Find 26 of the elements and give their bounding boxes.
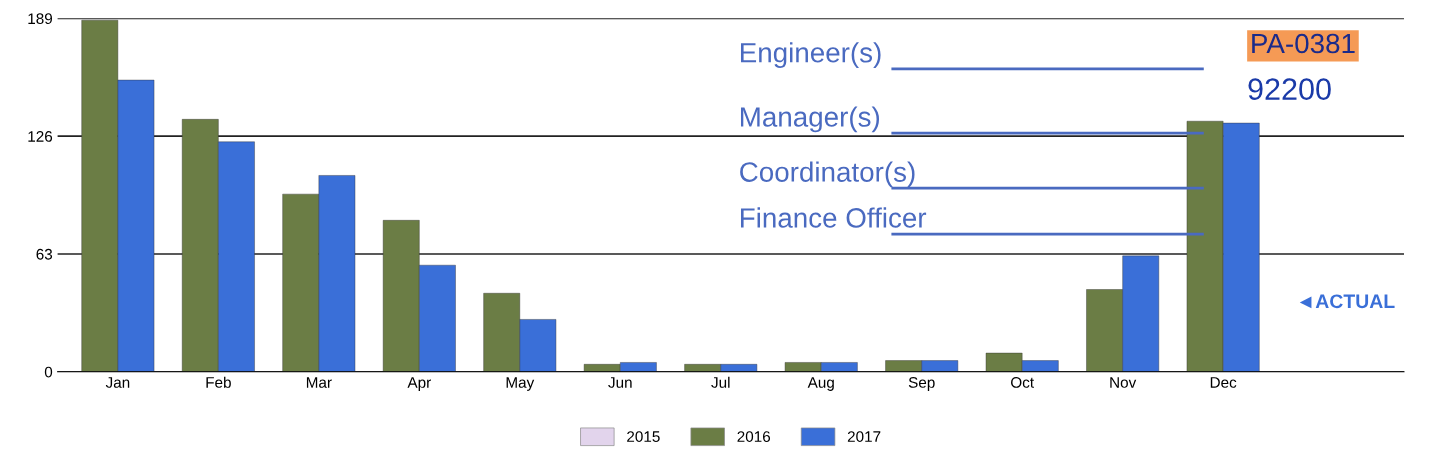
annotation: PA-0381 — [1252, 33, 1355, 54]
x-tick-label: Mar — [306, 377, 332, 388]
y-tick-label: 126 — [28, 131, 53, 142]
x-tick-label: Sep — [908, 377, 935, 391]
annotation: 92200 — [1248, 78, 1331, 100]
y-tick-label: 189 — [28, 13, 53, 25]
x-tick-label: May — [506, 377, 535, 391]
x-tick-label: Jun — [608, 377, 632, 388]
legend-label: 2015 — [627, 431, 660, 442]
x-tick-label: Jul — [711, 376, 730, 388]
x-tick-label: Dec — [1210, 377, 1237, 388]
x-tick-label: Nov — [1110, 377, 1137, 388]
legend-label: 2017 — [847, 431, 881, 442]
x-tick-label: Aug — [807, 377, 834, 391]
y-tick-label: 63 — [36, 248, 53, 260]
annotation: Manager(s) — [741, 106, 880, 133]
legend-label: 2016 — [737, 431, 771, 442]
text: ◄ACTUAL — [1299, 294, 1395, 309]
x-tick-label: Feb — [206, 376, 231, 388]
x-tick-label: Jan — [105, 377, 130, 388]
x-tick-label: Oct — [1011, 377, 1034, 388]
x-tick-label: Apr — [407, 377, 431, 391]
annotation: Coordinator(s) — [740, 161, 915, 188]
annotation: Finance Officer — [741, 207, 927, 228]
y-tick-label: 0 — [44, 366, 53, 378]
annotation: Engineer(s) — [741, 42, 881, 69]
